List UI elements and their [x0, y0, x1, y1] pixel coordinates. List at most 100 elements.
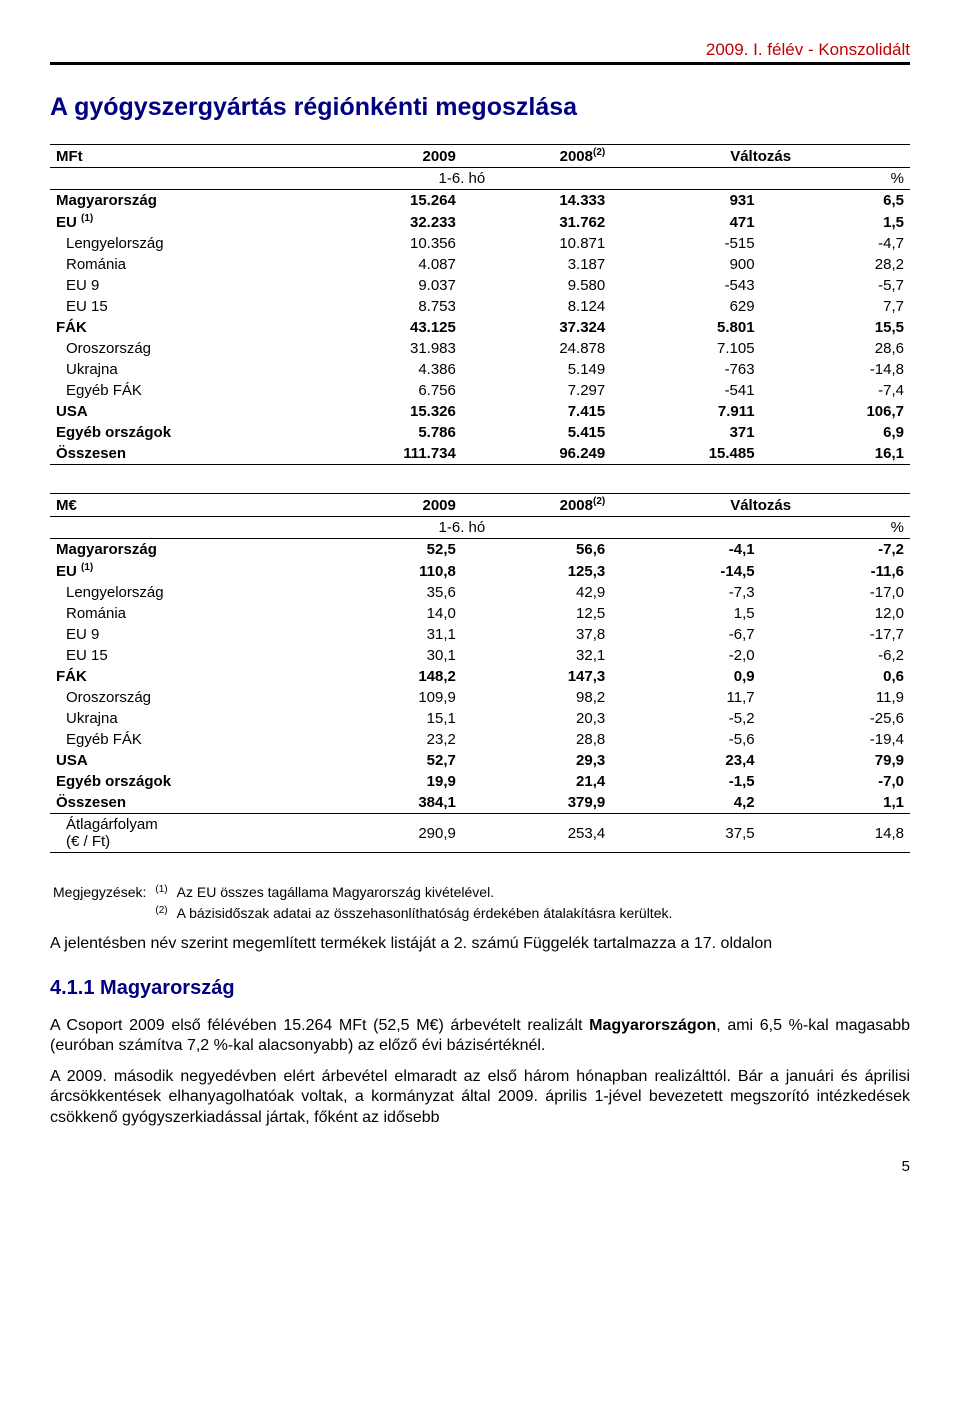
cell: 15,5 — [761, 317, 910, 338]
cell: 28,6 — [761, 338, 910, 359]
cell: -14,8 — [761, 359, 910, 380]
table-meur: M€ 2009 2008(2) Változás 1-6. hó % Magya… — [50, 493, 910, 853]
row-label: EU (1) — [50, 560, 313, 582]
footnotes: Megjegyzések: (1) Az EU összes tagállama… — [50, 881, 680, 924]
cell: -7,0 — [761, 771, 910, 792]
t2-sub12: 1-6. hó — [313, 517, 612, 539]
cell: 148,2 — [313, 666, 462, 687]
row-label: Lengyelország — [50, 233, 313, 254]
cell: 0,9 — [611, 666, 760, 687]
cell: 5.786 — [313, 422, 462, 443]
t2-sub4: % — [761, 517, 910, 539]
cell: 12,5 — [462, 603, 611, 624]
t2-h1: 2009 — [313, 494, 462, 517]
cell: 5.149 — [462, 359, 611, 380]
t1-h2: 2008(2) — [462, 145, 611, 168]
row-label: Ukrajna — [50, 359, 313, 380]
row-label: Egyéb országok — [50, 422, 313, 443]
cell: 9.580 — [462, 275, 611, 296]
cell: -25,6 — [761, 708, 910, 729]
cell: -515 — [611, 233, 760, 254]
cell: 98,2 — [462, 687, 611, 708]
cell: -19,4 — [761, 729, 910, 750]
cell: 37,8 — [462, 624, 611, 645]
t1-h1: 2009 — [313, 145, 462, 168]
cell: 109,9 — [313, 687, 462, 708]
cell: 6.756 — [313, 380, 462, 401]
cell: 15.326 — [313, 401, 462, 422]
cell: -5,6 — [611, 729, 760, 750]
page-title: A gyógyszergyártás régiónkénti megoszlás… — [50, 93, 910, 122]
cell: 31.762 — [462, 211, 611, 233]
cell: -4,7 — [761, 233, 910, 254]
cell: 31,1 — [313, 624, 462, 645]
row-label: Lengyelország — [50, 582, 313, 603]
cell: 6,9 — [761, 422, 910, 443]
cell: 24.878 — [462, 338, 611, 359]
cell: 37,5 — [611, 814, 760, 853]
cell: 1,1 — [761, 792, 910, 814]
cell: -763 — [611, 359, 760, 380]
row-label: Összesen — [50, 792, 313, 814]
note1-sup: (1) — [155, 884, 167, 895]
cell: -5,2 — [611, 708, 760, 729]
row-label: USA — [50, 401, 313, 422]
row-label: FÁK — [50, 317, 313, 338]
cell: -541 — [611, 380, 760, 401]
t1-h3: Változás — [611, 145, 910, 168]
cell: 15,1 — [313, 708, 462, 729]
cell: -7,4 — [761, 380, 910, 401]
cell: 8.124 — [462, 296, 611, 317]
cell: 23,2 — [313, 729, 462, 750]
cell: 6,5 — [761, 190, 910, 212]
cell: 371 — [611, 422, 760, 443]
cell: 16,1 — [761, 443, 910, 465]
cell: 10.871 — [462, 233, 611, 254]
row-label: Magyarország — [50, 190, 313, 212]
cell: 290,9 — [313, 814, 462, 853]
cell: 20,3 — [462, 708, 611, 729]
header-rule — [50, 62, 910, 65]
cell: 3.187 — [462, 254, 611, 275]
cell: 35,6 — [313, 582, 462, 603]
cell: 43.125 — [313, 317, 462, 338]
cell: 147,3 — [462, 666, 611, 687]
row-label: Ukrajna — [50, 708, 313, 729]
row-label: EU 15 — [50, 296, 313, 317]
cell: 4.386 — [313, 359, 462, 380]
cell: -7,2 — [761, 539, 910, 561]
cell: 79,9 — [761, 750, 910, 771]
row-label: Egyéb FÁK — [50, 729, 313, 750]
notes-label: Megjegyzések: — [52, 883, 152, 902]
cell: 7.911 — [611, 401, 760, 422]
cell: 31.983 — [313, 338, 462, 359]
cell: -14,5 — [611, 560, 760, 582]
cell: 11,9 — [761, 687, 910, 708]
row-label: FÁK — [50, 666, 313, 687]
cell: -5,7 — [761, 275, 910, 296]
cell: 1,5 — [761, 211, 910, 233]
cell: 11,7 — [611, 687, 760, 708]
cell: 931 — [611, 190, 760, 212]
cell: 52,7 — [313, 750, 462, 771]
row-label: Egyéb FÁK — [50, 380, 313, 401]
cell: 14,0 — [313, 603, 462, 624]
note1-text: Az EU összes tagállama Magyarország kivé… — [176, 883, 679, 902]
cell: 12,0 — [761, 603, 910, 624]
row-label: Románia — [50, 603, 313, 624]
cell: 110,8 — [313, 560, 462, 582]
t1-sub4: % — [761, 168, 910, 190]
cell: 5.415 — [462, 422, 611, 443]
cell: 56,6 — [462, 539, 611, 561]
table-mft: MFt 2009 2008(2) Változás 1-6. hó % Magy… — [50, 144, 910, 465]
row-label: EU 9 — [50, 275, 313, 296]
para-hungary-1: A Csoport 2009 első félévében 15.264 MFt… — [50, 1016, 910, 1057]
note2-sup: (2) — [155, 905, 167, 916]
cell: -17,0 — [761, 582, 910, 603]
cell: 32.233 — [313, 211, 462, 233]
para-products: A jelentésben név szerint megemlített te… — [50, 934, 910, 954]
cell: -6,2 — [761, 645, 910, 666]
t2-h3: Változás — [611, 494, 910, 517]
cell: 37.324 — [462, 317, 611, 338]
t1-sub12: 1-6. hó — [313, 168, 612, 190]
